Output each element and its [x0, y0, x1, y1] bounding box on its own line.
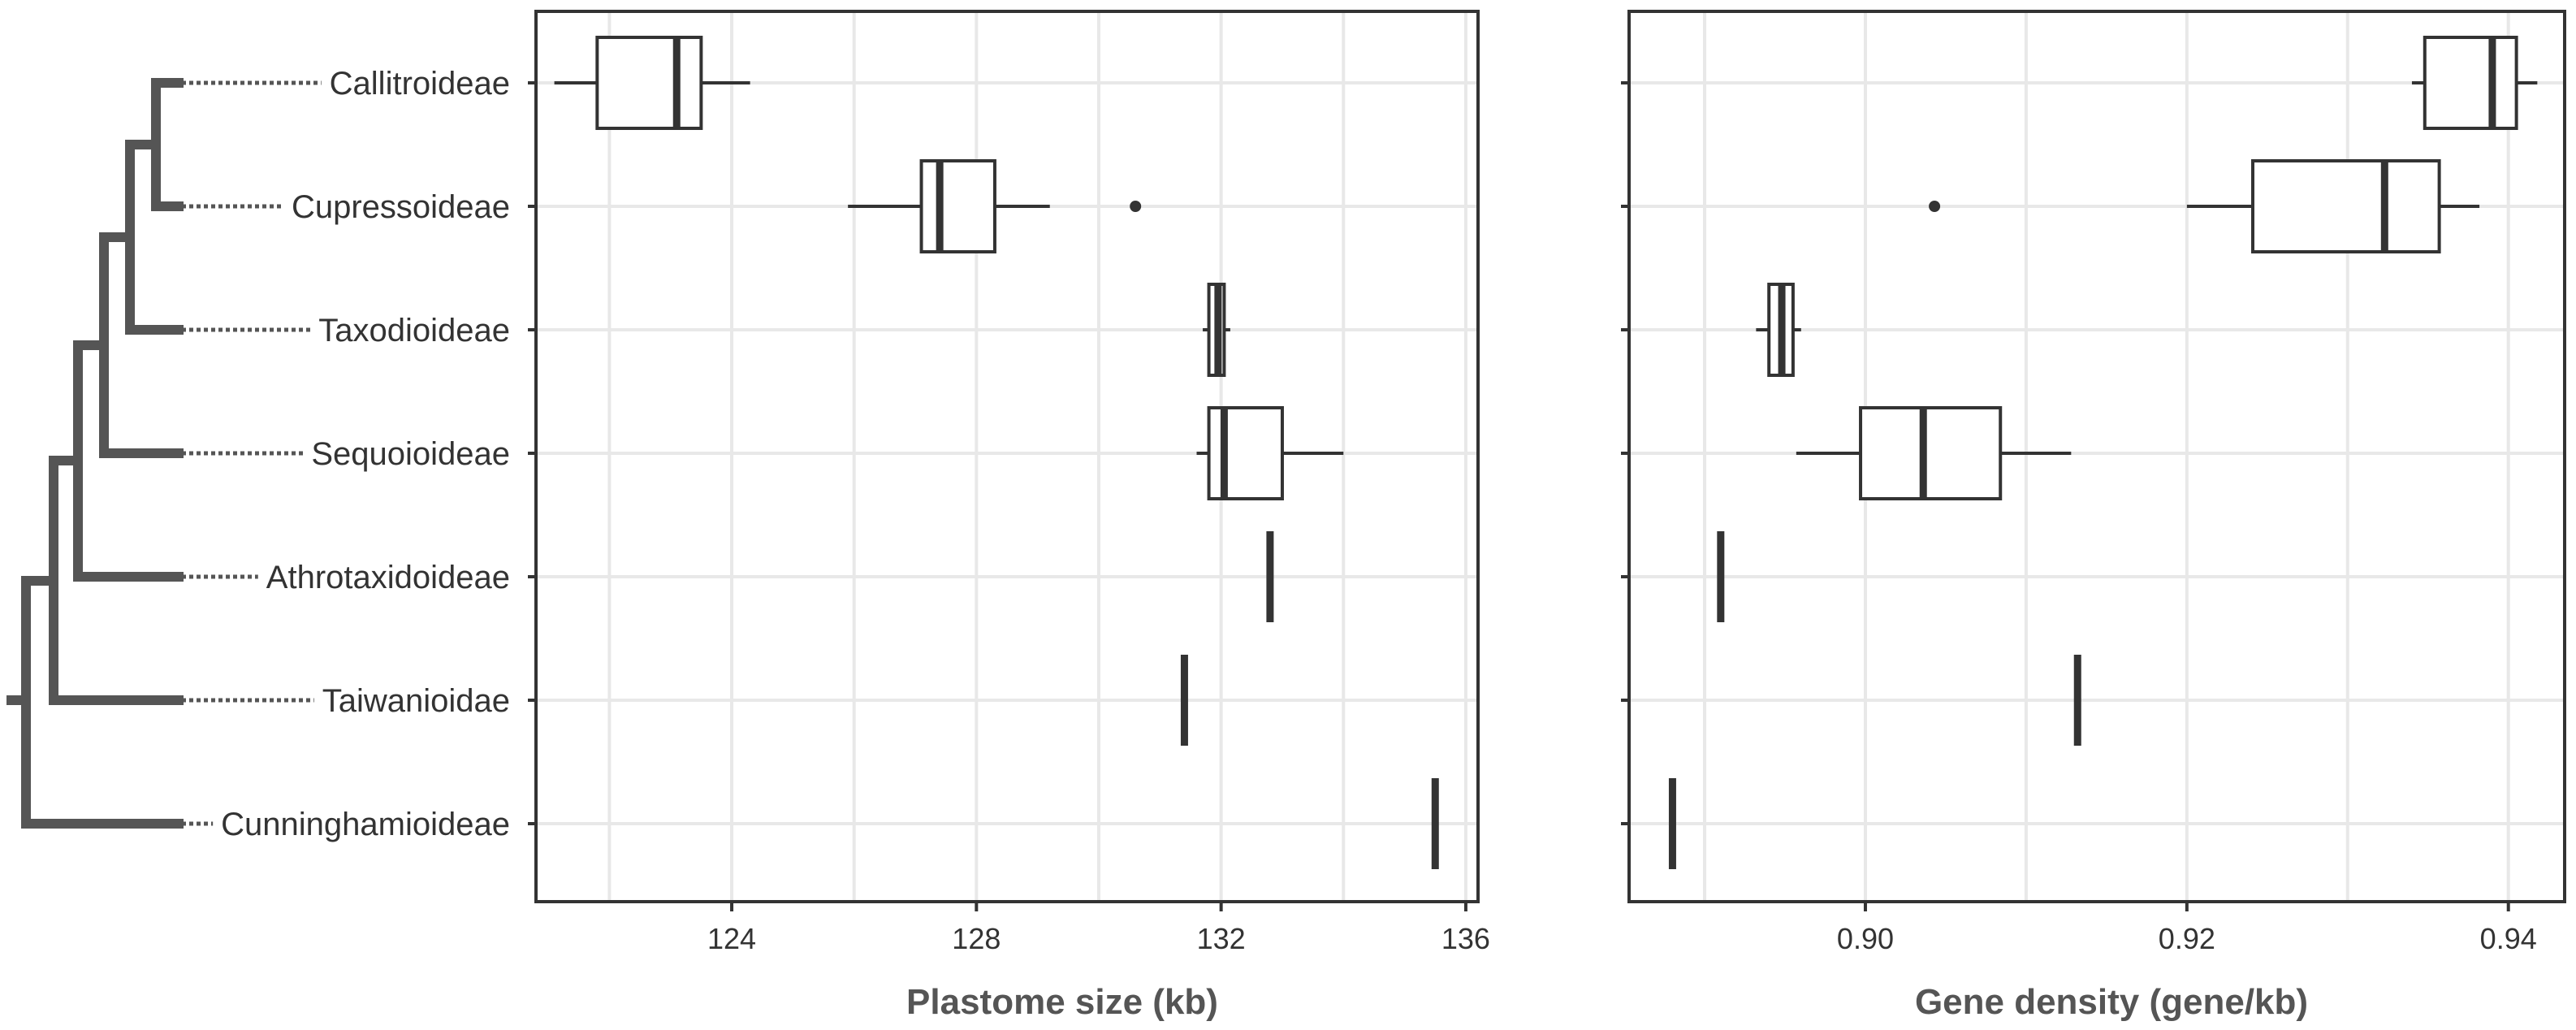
- plastome-size-panel: 124 128 132 136: [528, 10, 1490, 955]
- box-cupressoideae: [2251, 159, 2441, 253]
- phylogenetic-tree: [6, 78, 184, 829]
- x-tick-label: 128: [952, 922, 1001, 955]
- clade-label-athrotaxidoideae: Athrotaxidoideae: [266, 560, 510, 595]
- x-tick-label: 0.94: [2480, 922, 2537, 955]
- clade-label-sequoioideae: Sequoioideae: [311, 436, 510, 472]
- x-axis-label-gene-density: Gene density (gene/kb): [1915, 982, 2308, 1022]
- x-tick-label: 124: [707, 922, 756, 955]
- clade-label-callitroideae: Callitroideae: [330, 66, 510, 102]
- box-callitroideae: [2423, 36, 2518, 130]
- outlier-point-cupressoideae: [1130, 201, 1142, 212]
- box-sequoioideae: [1859, 406, 2003, 500]
- box-cupressoideae: [919, 159, 996, 253]
- box-callitroideae: [595, 36, 703, 130]
- x-tick-label: 0.90: [1837, 922, 1894, 955]
- clade-label-cupressoideae: Cupressoideae: [292, 189, 510, 225]
- panel-frame: [534, 10, 1480, 903]
- clade-label-taiwanioidae: Taiwanioidae: [322, 683, 510, 719]
- x-tick-label: 0.92: [2159, 922, 2215, 955]
- clade-labels: Callitroideae Cupressoideae Taxodioideae Se…: [182, 66, 510, 842]
- panel-frame: [1627, 10, 2566, 903]
- x-axis-label-plastome-size: Plastome size (kb): [906, 982, 1218, 1022]
- clade-label-cunninghamioideae: Cunninghamioideae: [221, 807, 510, 842]
- gene-density-panel: 0.90 0.92 0.94: [1621, 10, 2566, 955]
- x-tick-label: 136: [1441, 922, 1490, 955]
- clade-label-taxodioideae: Taxodioideae: [318, 313, 510, 348]
- outlier-point-cupressoideae: [1929, 201, 1941, 212]
- x-tick-label: 132: [1197, 922, 1246, 955]
- box-sequoioideae: [1207, 406, 1284, 500]
